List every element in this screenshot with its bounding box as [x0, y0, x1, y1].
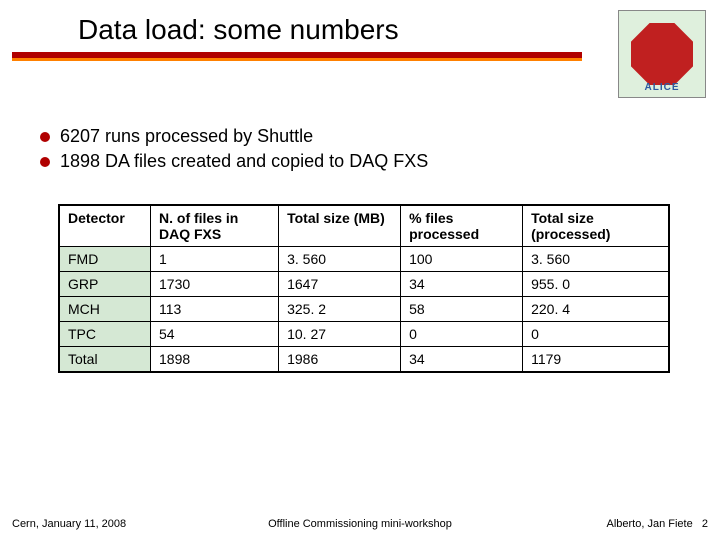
- table-cell: 34: [401, 272, 523, 297]
- bullet-item: 1898 DA files created and copied to DAQ …: [40, 151, 428, 172]
- table-row: FMD 1 3. 560 100 3. 560: [59, 247, 669, 272]
- table-cell: 0: [523, 322, 669, 347]
- footer-right: Alberto, Jan Fiete 2: [606, 518, 708, 530]
- table-header: % files processed: [401, 205, 523, 247]
- table-cell: 1898: [151, 347, 279, 373]
- data-table: Detector N. of files in DAQ FXS Total si…: [58, 204, 670, 373]
- table-header-row: Detector N. of files in DAQ FXS Total si…: [59, 205, 669, 247]
- table-cell: 1: [151, 247, 279, 272]
- bullet-item: 6207 runs processed by Shuttle: [40, 126, 428, 147]
- bullet-list: 6207 runs processed by Shuttle 1898 DA f…: [40, 126, 428, 176]
- table-cell-detector: TPC: [59, 322, 151, 347]
- table-row: TPC 54 10. 27 0 0: [59, 322, 669, 347]
- bullet-icon: [40, 157, 50, 167]
- table-header: N. of files in DAQ FXS: [151, 205, 279, 247]
- table-cell: 1647: [279, 272, 401, 297]
- table-cell-detector: Total: [59, 347, 151, 373]
- table-cell: 34: [401, 347, 523, 373]
- data-table-container: Detector N. of files in DAQ FXS Total si…: [58, 204, 670, 373]
- table-cell: 955. 0: [523, 272, 669, 297]
- logo-octagon-icon: [631, 23, 693, 85]
- table-cell-detector: GRP: [59, 272, 151, 297]
- table-cell: 100: [401, 247, 523, 272]
- table-body: FMD 1 3. 560 100 3. 560 GRP 1730 1647 34…: [59, 247, 669, 373]
- table-cell-detector: FMD: [59, 247, 151, 272]
- table-row: Total 1898 1986 34 1179: [59, 347, 669, 373]
- table-cell: 58: [401, 297, 523, 322]
- table-cell: 325. 2: [279, 297, 401, 322]
- table-cell: 3. 560: [279, 247, 401, 272]
- title-underline-orange: [12, 58, 582, 61]
- footer-page-number: 2: [702, 518, 708, 530]
- footer-author: Alberto, Jan Fiete: [606, 518, 692, 530]
- table-cell: 10. 27: [279, 322, 401, 347]
- table-cell: 1730: [151, 272, 279, 297]
- table-cell: 3. 560: [523, 247, 669, 272]
- table-cell: 1986: [279, 347, 401, 373]
- table-header: Total size (processed): [523, 205, 669, 247]
- table-cell: 54: [151, 322, 279, 347]
- table-cell-detector: MCH: [59, 297, 151, 322]
- title-bar: Data load: some numbers: [0, 14, 720, 46]
- table-row: MCH 113 325. 2 58 220. 4: [59, 297, 669, 322]
- table-row: GRP 1730 1647 34 955. 0: [59, 272, 669, 297]
- bullet-text: 1898 DA files created and copied to DAQ …: [60, 151, 428, 172]
- table-header: Detector: [59, 205, 151, 247]
- bullet-text: 6207 runs processed by Shuttle: [60, 126, 313, 147]
- table-cell: 113: [151, 297, 279, 322]
- logo-text: ALICE: [619, 82, 705, 93]
- alice-logo: ALICE: [618, 10, 706, 98]
- table-cell: 220. 4: [523, 297, 669, 322]
- table-cell: 1179: [523, 347, 669, 373]
- bullet-icon: [40, 132, 50, 142]
- table-cell: 0: [401, 322, 523, 347]
- table-header: Total size (MB): [279, 205, 401, 247]
